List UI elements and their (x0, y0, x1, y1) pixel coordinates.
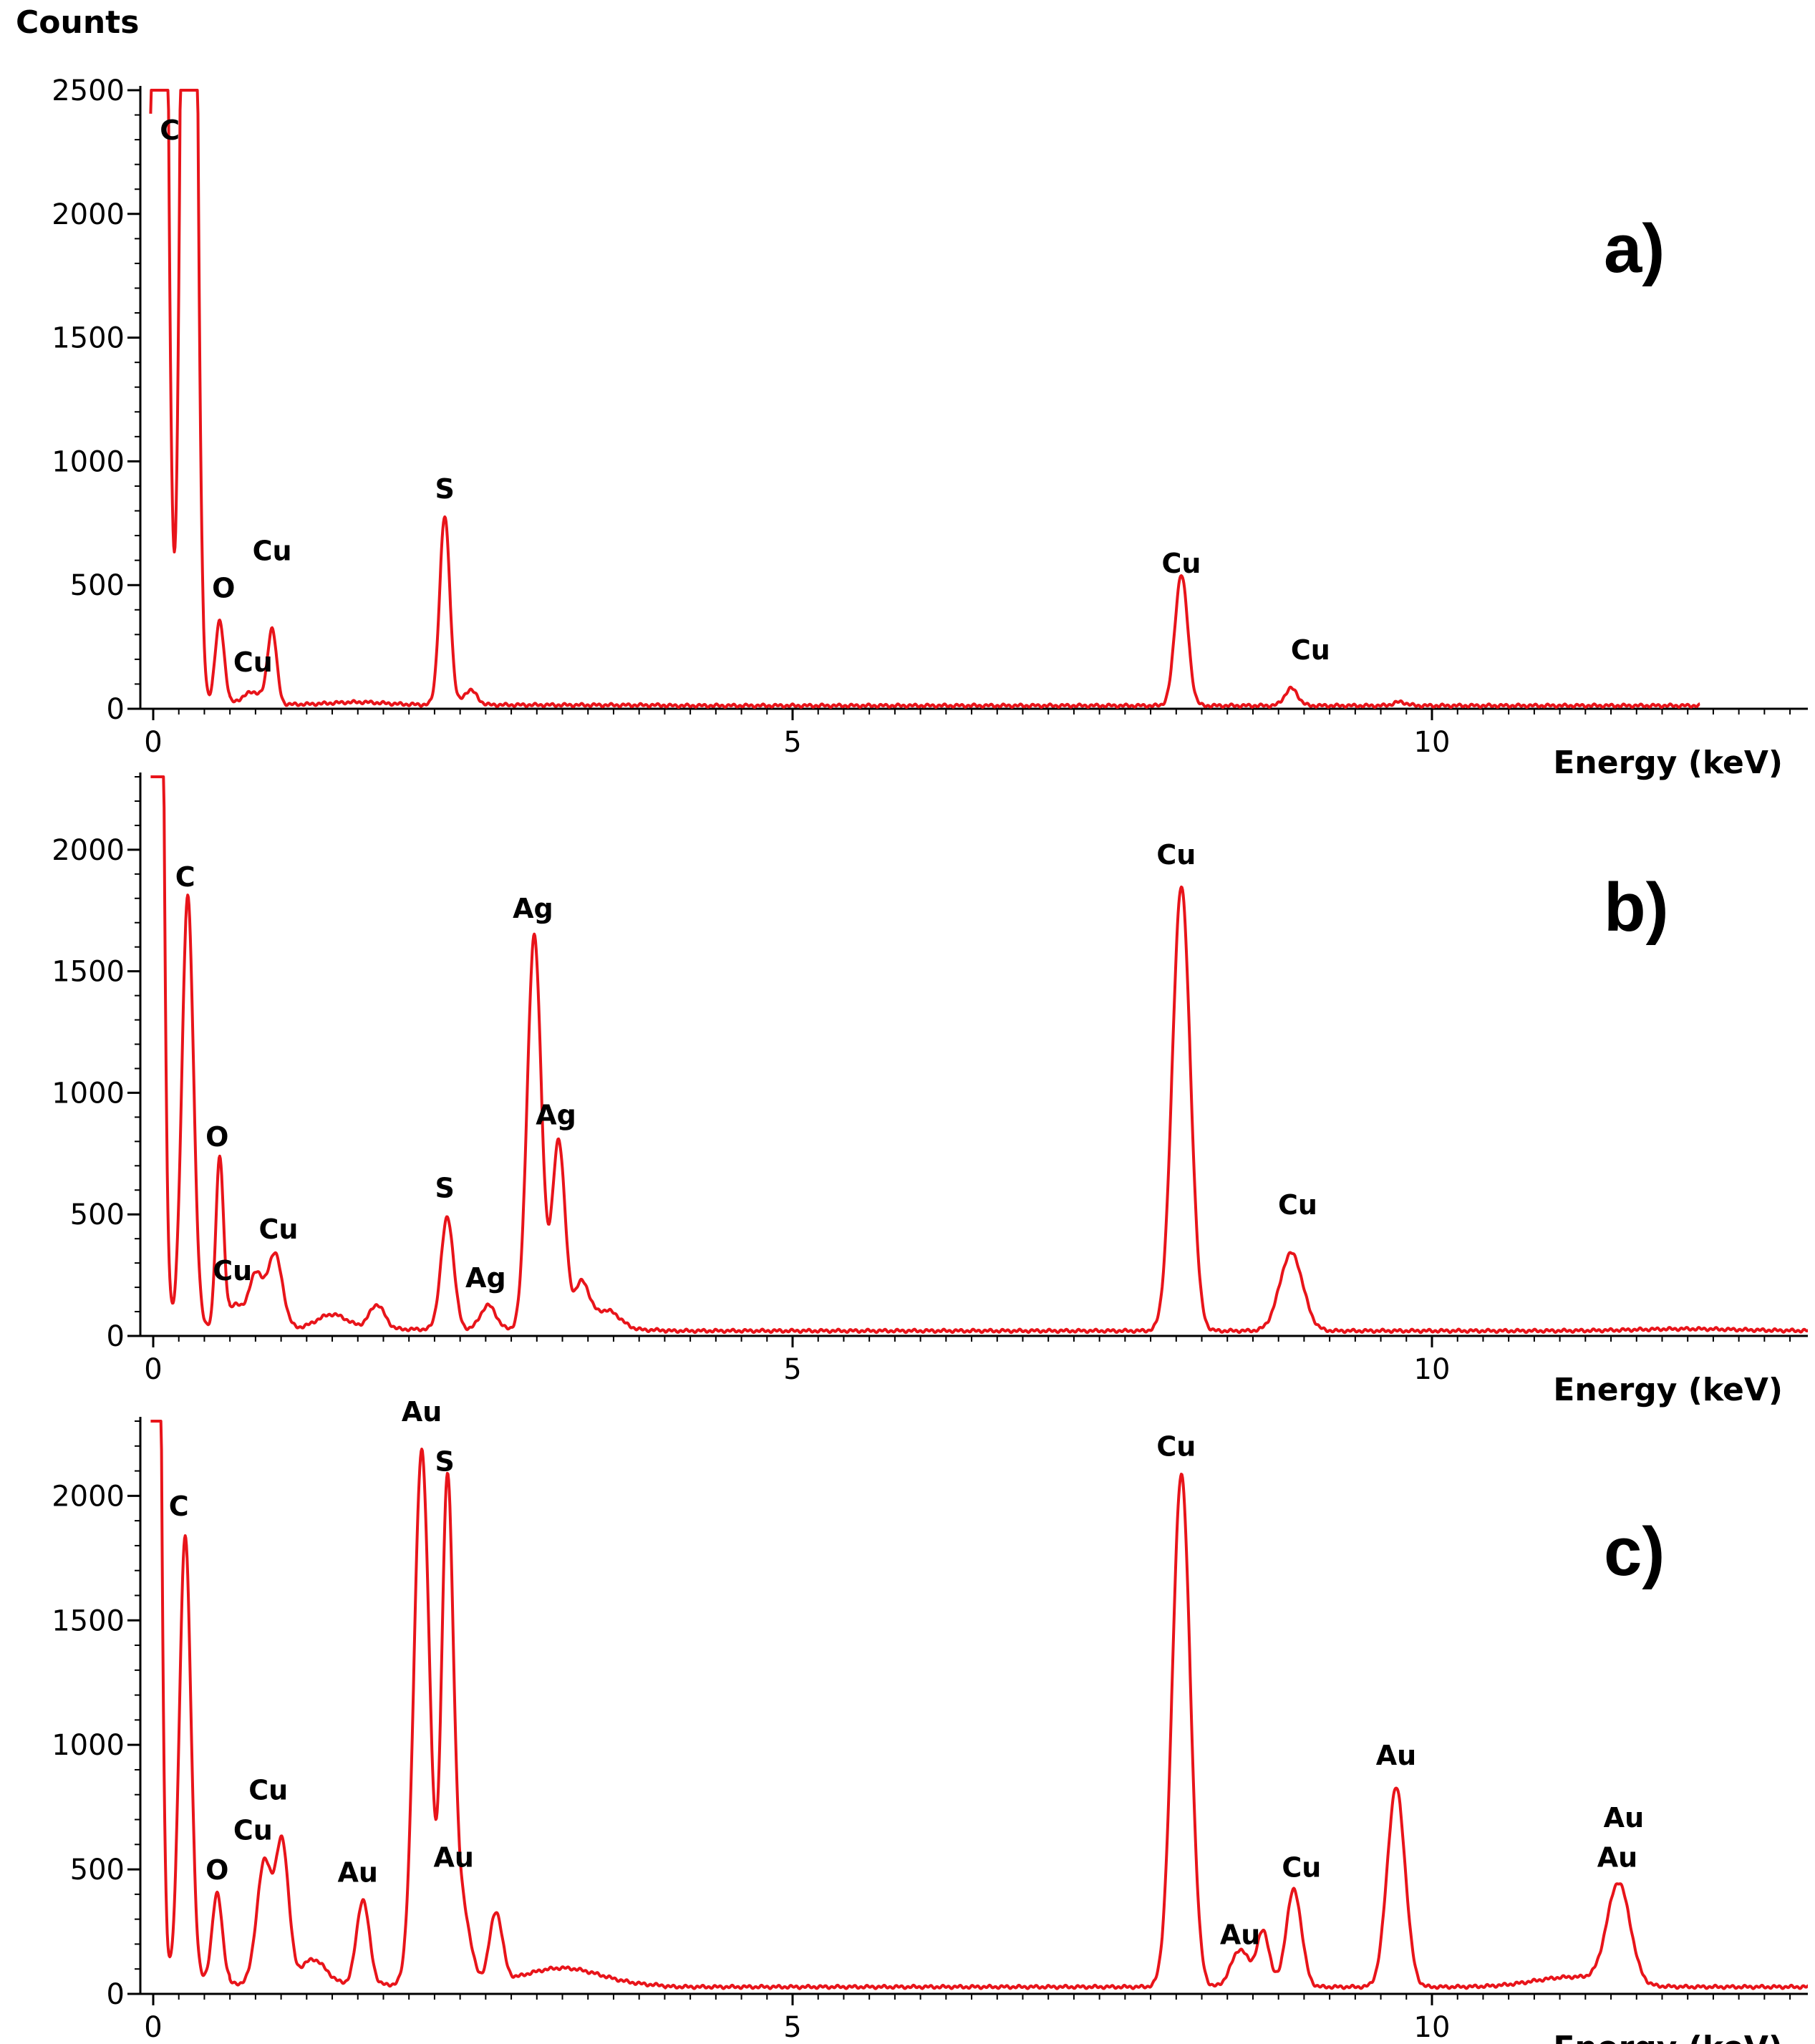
y-tick-label: 500 (70, 569, 125, 602)
y-tick-label: 0 (107, 1320, 125, 1353)
y-tick-label: 1000 (52, 1729, 125, 1762)
x-tick-label: 10 (1414, 2011, 1451, 2044)
x-tick-label: 5 (783, 1353, 801, 1386)
peak-label: Cu (253, 536, 292, 567)
y-tick-label: 1500 (52, 1604, 125, 1637)
y-tick-label: 1000 (52, 1077, 125, 1110)
panel-1: 0 500 1000 1500 2000 2500 0 5 10 Energy (keV) C O Cu… (52, 74, 1808, 781)
x-axis-title: Energy (keV) (1553, 745, 1783, 781)
y-tick-label: 2000 (52, 834, 125, 867)
x-tick-label: 5 (783, 726, 801, 759)
peak-label: Cu (1291, 634, 1330, 666)
peak-label: Cu (1156, 839, 1196, 871)
x-axis-title: Energy (keV) (1553, 1372, 1783, 1408)
peak-label: S (435, 473, 455, 505)
peak-label: Ag (513, 893, 553, 924)
x-tick-label: 10 (1414, 1353, 1451, 1386)
peak-label: Au (402, 1396, 442, 1428)
peak-label: Cu (233, 646, 273, 678)
panel-letter: b) (1604, 869, 1669, 946)
peak-label: C (169, 1491, 189, 1522)
peak-label: S (435, 1172, 455, 1203)
peak-label: O (205, 1854, 228, 1886)
peak-label: Cu (259, 1214, 299, 1245)
y-tick-label: 1000 (52, 445, 125, 478)
peak-label: Cu (1156, 1431, 1196, 1463)
y-tick-label: 0 (107, 1978, 125, 2011)
x-tick-label: 5 (783, 2011, 801, 2044)
x-axis-title: Energy (keV) (1553, 2030, 1783, 2044)
x-tick-label: 0 (144, 2011, 162, 2044)
peak-label: S (435, 1446, 455, 1478)
x-tick-label: 0 (144, 726, 162, 759)
peak-label: Cu (1282, 1852, 1321, 1884)
peak-label: O (205, 1121, 228, 1153)
x-tick-label: 10 (1414, 726, 1451, 759)
y-tick-label: 2000 (52, 1480, 125, 1513)
panel-letter: a) (1604, 210, 1665, 287)
spectrum-line (149, 89, 1701, 709)
panel-letter: c) (1604, 1513, 1665, 1590)
spectrum-line (150, 1420, 1808, 1990)
y-tick-label: 2000 (52, 198, 125, 231)
peak-label: C (175, 861, 195, 893)
peak-label: Au (1376, 1740, 1416, 1771)
y-axis-title: Counts (16, 4, 139, 41)
x-tick-label: 0 (144, 1353, 162, 1386)
y-tick-label: 500 (70, 1198, 125, 1231)
peak-label: O (212, 572, 235, 604)
y-tick-label: 1500 (52, 956, 125, 989)
y-tick-label: 500 (70, 1854, 125, 1886)
peak-label: Au (433, 1842, 473, 1874)
y-tick-label: 1500 (52, 322, 125, 355)
peak-label: Au (338, 1856, 378, 1888)
peak-label: Au (1604, 1802, 1644, 1834)
peak-label: Ag (465, 1262, 506, 1294)
peak-label: Cu (1161, 548, 1201, 579)
y-tick-label: 2500 (52, 74, 125, 107)
spectrum-line (150, 775, 1808, 1335)
peak-label: Ag (536, 1100, 576, 1131)
peak-label: Au (1220, 1919, 1260, 1950)
y-tick-label: 0 (107, 693, 125, 726)
peak-label: Cu (248, 1775, 288, 1806)
peak-label: Cu (233, 1814, 273, 1846)
peak-label: C (160, 115, 180, 146)
peak-label: Au (1597, 1842, 1637, 1874)
peak-label: Cu (213, 1255, 252, 1287)
peak-label: Cu (1278, 1189, 1317, 1221)
